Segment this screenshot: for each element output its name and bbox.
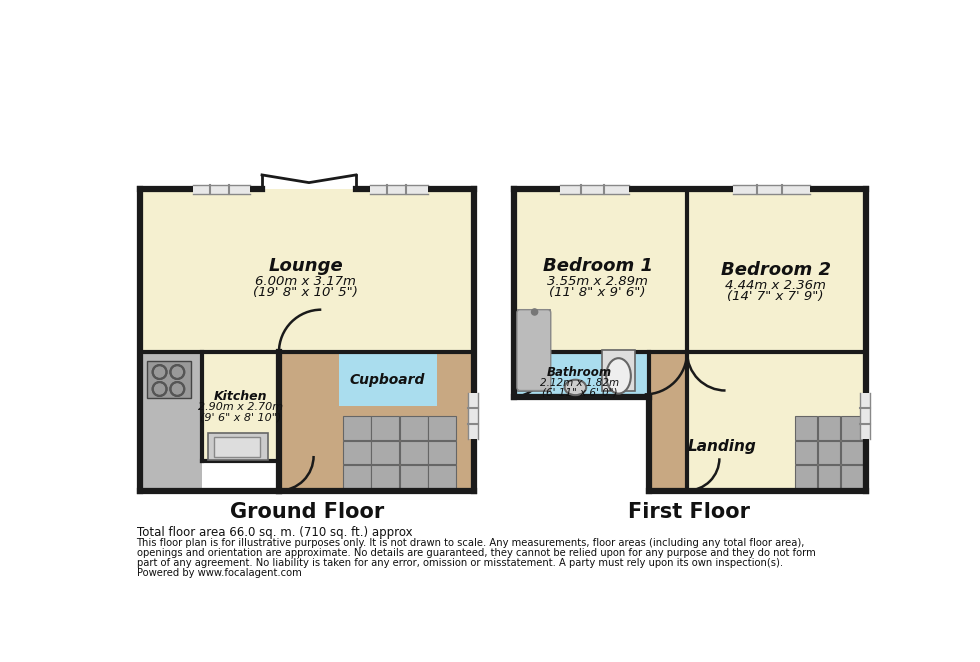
Bar — [208, 433, 269, 460]
Bar — [514, 189, 687, 352]
Bar — [343, 441, 370, 465]
Text: part of any agreement. No liability is taken for any error, omission or misstate: part of any agreement. No liability is t… — [136, 557, 783, 567]
Text: 6.00m x 3.17m: 6.00m x 3.17m — [256, 275, 357, 288]
Bar — [371, 465, 399, 489]
Text: (19' 8" x 10' 5"): (19' 8" x 10' 5") — [254, 286, 359, 299]
Bar — [400, 416, 427, 440]
Bar — [371, 416, 399, 440]
Bar — [687, 352, 865, 491]
Bar — [428, 465, 456, 489]
Bar — [841, 441, 863, 465]
Text: Kitchen: Kitchen — [214, 390, 268, 403]
Text: 2.12m x 1.82m: 2.12m x 1.82m — [540, 378, 618, 388]
Bar — [371, 441, 399, 465]
FancyBboxPatch shape — [516, 310, 551, 391]
Bar — [193, 185, 251, 194]
Bar — [514, 352, 649, 397]
Text: 3.55m x 2.89m: 3.55m x 2.89m — [547, 275, 648, 288]
Bar — [795, 441, 817, 465]
Bar — [202, 352, 279, 461]
Text: This floor plan is for illustrative purposes only. It is not drawn to scale. Any: This floor plan is for illustrative purp… — [136, 538, 805, 547]
Ellipse shape — [564, 380, 586, 395]
Bar — [214, 438, 260, 457]
Text: (9' 6" x 8' 10"): (9' 6" x 8' 10") — [200, 412, 281, 422]
Bar — [369, 185, 427, 194]
Text: (11' 8" x 9' 6"): (11' 8" x 9' 6") — [550, 286, 646, 299]
Bar — [860, 393, 869, 439]
Text: 4.44m x 2.36m: 4.44m x 2.36m — [725, 279, 826, 291]
Bar — [603, 350, 635, 391]
Text: Landing: Landing — [687, 439, 757, 454]
Bar — [400, 465, 427, 489]
Bar — [140, 352, 202, 491]
Text: Bathroom: Bathroom — [547, 365, 612, 379]
Bar — [400, 441, 427, 465]
Bar — [560, 185, 629, 194]
Bar — [795, 465, 817, 489]
Bar — [339, 352, 437, 406]
Bar — [818, 441, 840, 465]
Text: Ground Floor: Ground Floor — [229, 502, 384, 522]
Text: openings and orientation are approximate. No details are guaranteed, they cannot: openings and orientation are approximate… — [136, 547, 815, 557]
Bar — [468, 393, 477, 439]
Bar — [279, 352, 473, 491]
Text: Bedroom 2: Bedroom 2 — [720, 261, 831, 279]
Bar — [841, 416, 863, 440]
Bar — [140, 189, 473, 352]
Text: Powered by www.focalagent.com: Powered by www.focalagent.com — [136, 567, 301, 578]
Bar — [147, 361, 191, 399]
Bar — [428, 441, 456, 465]
Circle shape — [531, 309, 538, 315]
Text: Bedroom 1: Bedroom 1 — [543, 257, 653, 275]
Bar — [733, 185, 810, 194]
Text: Cupboard: Cupboard — [350, 373, 425, 387]
Text: (14' 7" x 7' 9"): (14' 7" x 7' 9") — [727, 290, 824, 303]
Bar — [795, 416, 817, 440]
Bar — [343, 416, 370, 440]
Bar — [428, 416, 456, 440]
Bar — [841, 465, 863, 489]
Text: Lounge: Lounge — [269, 257, 343, 275]
Ellipse shape — [607, 358, 631, 394]
Text: Total floor area 66.0 sq. m. (710 sq. ft.) approx: Total floor area 66.0 sq. m. (710 sq. ft… — [136, 526, 413, 539]
Text: (6' 11" x 6' 0"): (6' 11" x 6' 0") — [542, 387, 617, 397]
Bar — [687, 189, 865, 352]
Bar — [343, 465, 370, 489]
Bar — [818, 465, 840, 489]
Bar — [649, 352, 865, 491]
Text: First Floor: First Floor — [628, 502, 751, 522]
Bar — [818, 416, 840, 440]
Bar — [517, 310, 550, 391]
Text: 2.90m x 2.70m: 2.90m x 2.70m — [198, 402, 283, 412]
